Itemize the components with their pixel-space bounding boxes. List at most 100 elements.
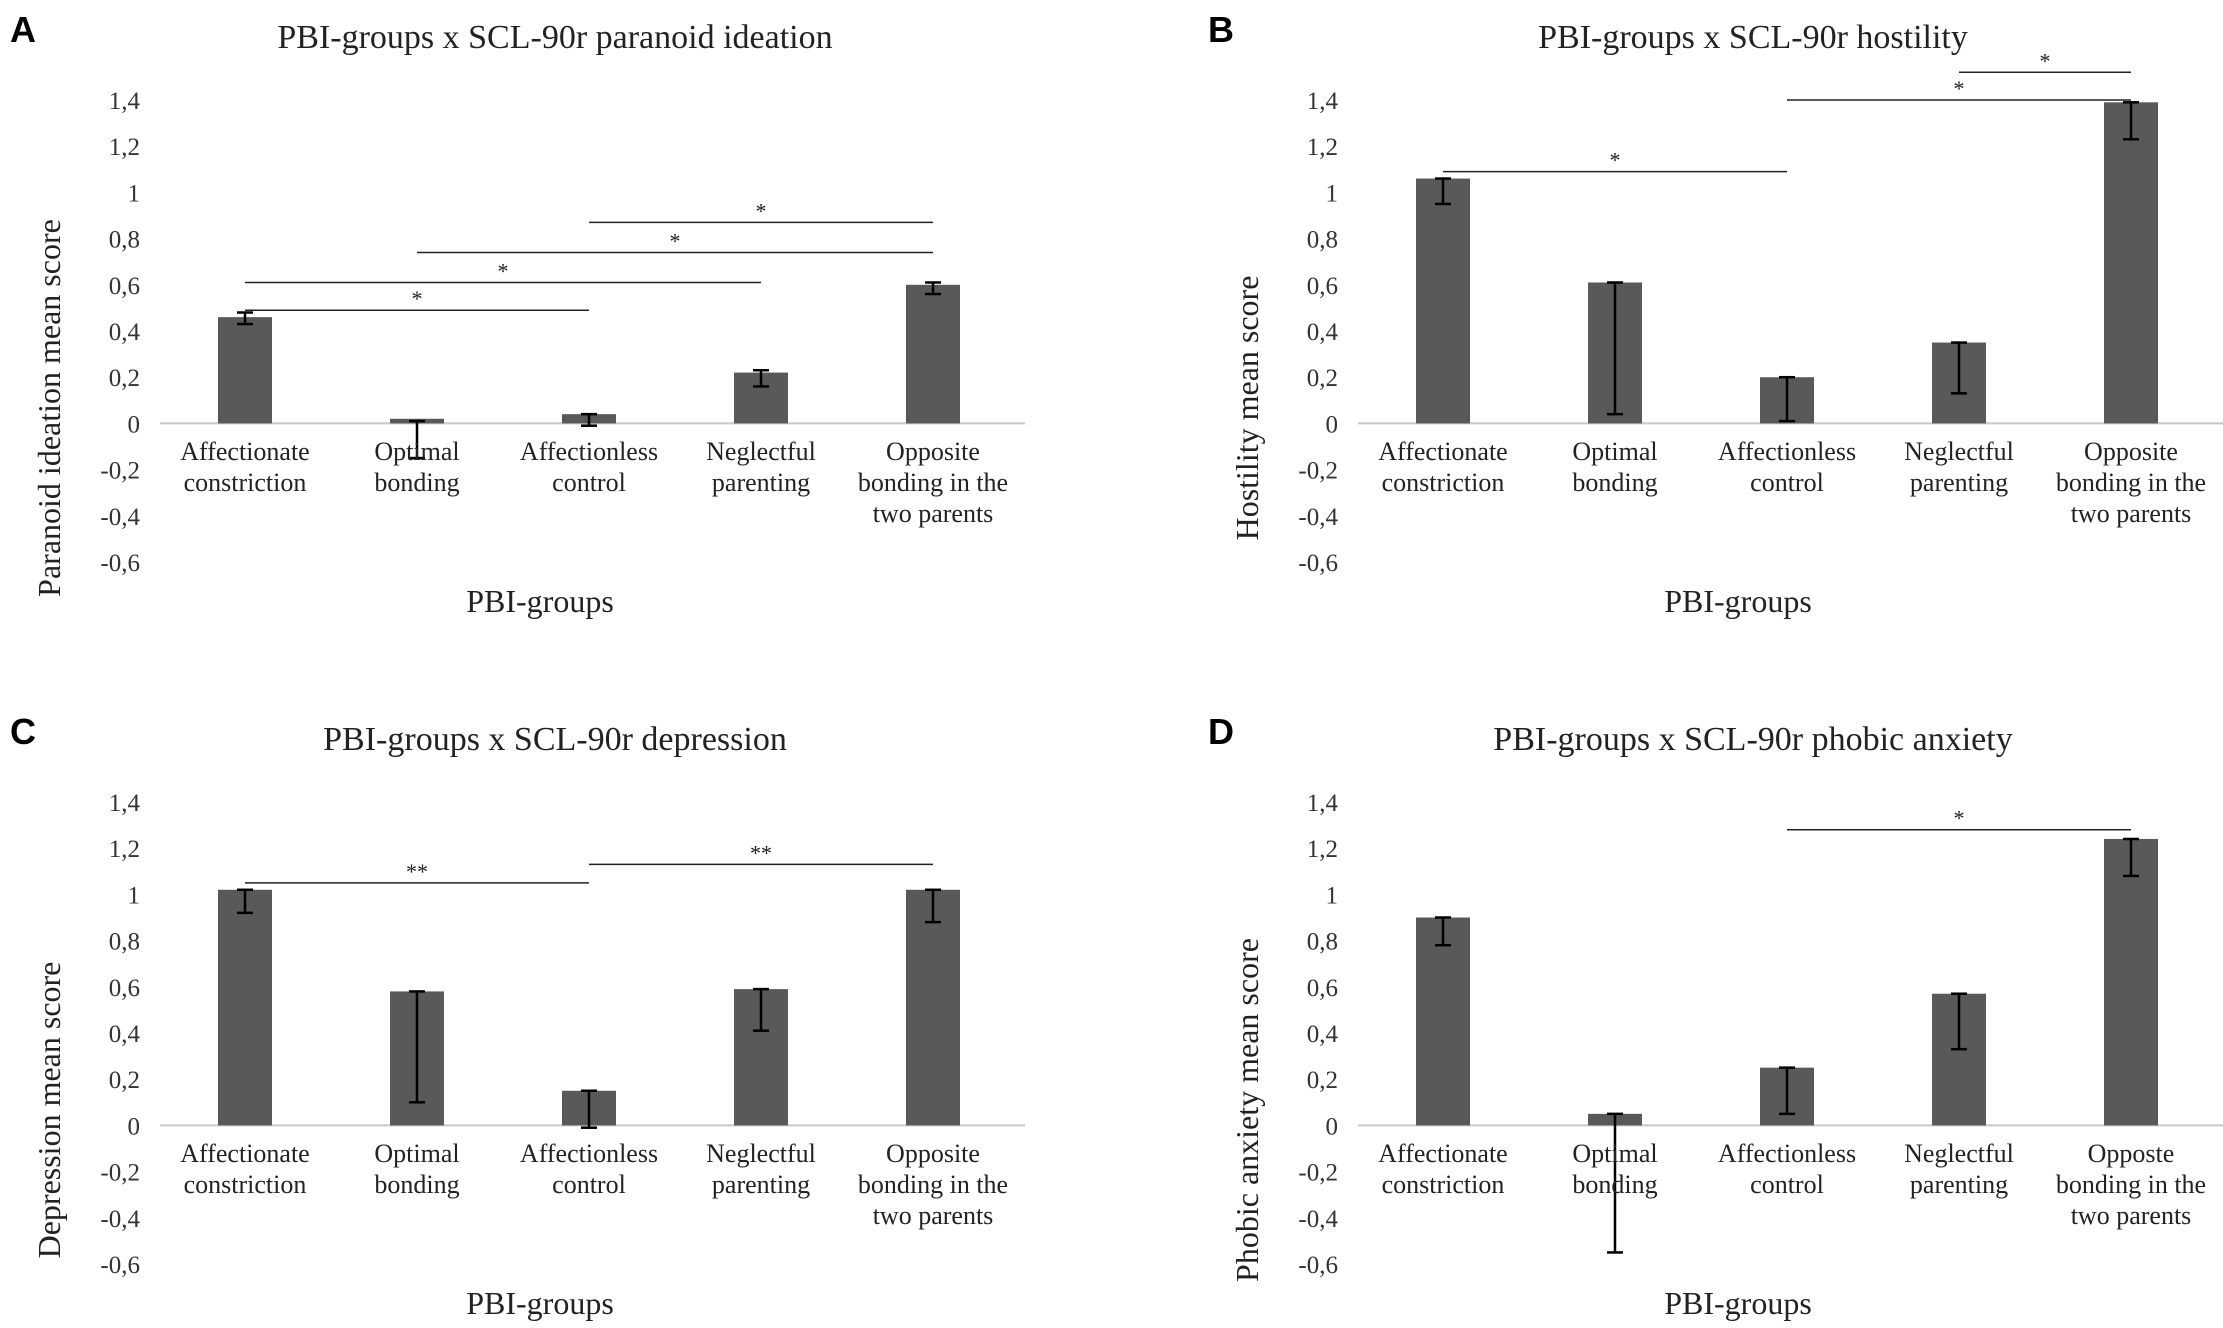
chart-title: PBI-groups x SCL-90r depression — [323, 721, 787, 758]
category-label: Opposte bonding in the two parents — [2056, 1139, 2206, 1230]
y-tick-label: -0,2 — [100, 1160, 140, 1187]
error-bar — [753, 987, 769, 1032]
chart-title: PBI-groups x SCL-90r hostility — [1538, 19, 1968, 56]
y-tick-label: -0,2 — [1298, 458, 1338, 485]
bar — [906, 889, 960, 1126]
chart-title: PBI-groups x SCL-90r phobic anxiety — [1493, 721, 2012, 758]
error-bar — [1607, 281, 1623, 416]
y-tick-label: 0 — [128, 1113, 141, 1140]
y-tick-label: 1 — [128, 180, 141, 207]
x-axis-label: PBI-groups — [466, 583, 614, 619]
significance-marker: * — [412, 286, 423, 311]
panel-d: D PBI-groups x SCL-90r phobic anxiety 1,4 1… — [1208, 711, 2223, 1321]
error-bar — [925, 888, 941, 924]
category-label: Optimal bonding — [1572, 1139, 1657, 1199]
error-bar — [581, 1089, 597, 1129]
x-axis-label: PBI-groups — [466, 1285, 614, 1321]
error-bar — [925, 281, 941, 296]
error-bar — [237, 888, 253, 915]
y-axis-label: Paranoid ideation mean score — [31, 219, 67, 597]
y-tick-label: -0,4 — [100, 504, 140, 531]
y-tick-label: 0,4 — [1307, 1021, 1339, 1048]
significance-marker: * — [2040, 48, 2051, 73]
error-bar — [1779, 1066, 1795, 1116]
y-tick-label: 0,8 — [109, 227, 140, 254]
error-bar — [409, 419, 425, 460]
category-label: Affectionless control — [520, 1139, 658, 1199]
y-tick-label: 1,2 — [1307, 134, 1338, 161]
significance-marker: * — [756, 198, 767, 223]
y-tick-label: 0,8 — [1307, 929, 1338, 956]
significance-marker: * — [670, 228, 681, 253]
y-tick-label: -0,4 — [1298, 504, 1338, 531]
panel-letter: B — [1208, 9, 1234, 50]
bar — [906, 284, 960, 424]
y-tick-label: 1,4 — [1307, 88, 1339, 115]
y-tick-label: 0,4 — [109, 1021, 141, 1048]
category-label: Neglectful parenting — [1904, 1139, 2014, 1199]
category-label: Affectionless control — [1718, 437, 1856, 497]
y-tick-label: 0,4 — [109, 319, 141, 346]
y-tick-label: 1,2 — [1307, 836, 1338, 863]
significance-marker: ** — [406, 859, 428, 884]
y-tick-label: -0,6 — [1298, 550, 1338, 577]
y-tick-label: 1 — [1326, 180, 1339, 207]
y-tick-label: -0,6 — [1298, 1252, 1338, 1279]
error-bar — [237, 311, 253, 326]
category-label: Neglectful parenting — [1904, 437, 2014, 497]
category-label: Optimal bonding — [374, 437, 459, 497]
error-bar — [2123, 101, 2139, 141]
bar — [218, 317, 272, 424]
y-tick-label: -0,6 — [100, 1252, 140, 1279]
category-label: Opposite bonding in the two parents — [858, 1139, 1008, 1230]
significance-marker: * — [1610, 148, 1621, 173]
y-tick-label: 1,2 — [109, 836, 140, 863]
error-bar — [1435, 177, 1451, 206]
error-bar — [753, 369, 769, 388]
y-tick-label: 0,8 — [1307, 227, 1338, 254]
bar — [218, 889, 272, 1126]
y-tick-label: -0,4 — [1298, 1206, 1338, 1233]
y-axis-label: Depression mean score — [31, 962, 67, 1259]
error-bar — [2123, 837, 2139, 878]
error-bar — [1779, 375, 1795, 423]
y-tick-label: 0,6 — [1307, 273, 1338, 300]
y-axis-label: Phobic anxiety mean score — [1229, 938, 1265, 1282]
y-tick-label: -0,6 — [100, 550, 140, 577]
significance-marker: * — [1954, 76, 1965, 101]
error-bar — [581, 412, 597, 427]
chart-title: PBI-groups x SCL-90r paranoid ideation — [277, 19, 832, 56]
y-tick-label: 1,4 — [109, 790, 141, 817]
panel-c: C PBI-groups x SCL-90r depression 1,4 1,2 1 0… — [10, 711, 1025, 1321]
category-label: Affectionate constriction — [1378, 1139, 1507, 1199]
y-tick-label: 1,4 — [109, 88, 141, 115]
category-label: Affectionate constriction — [180, 1139, 309, 1199]
x-axis-label: PBI-groups — [1664, 583, 1812, 619]
category-label: Affectionate constriction — [1378, 437, 1507, 497]
category-label: Neglectful parenting — [706, 437, 816, 497]
y-tick-label: 0,2 — [109, 1067, 140, 1094]
category-label: Opposite bonding in the two parents — [858, 437, 1008, 528]
y-tick-label: 0,2 — [109, 365, 140, 392]
panel-b: B PBI-groups x SCL-90r hostility 1,4 1,2 1 0,… — [1208, 9, 2223, 619]
y-tick-label: 0,2 — [1307, 365, 1338, 392]
error-bar — [1951, 992, 1967, 1051]
panel-letter: D — [1208, 711, 1234, 752]
panel-a: A PBI-groups x SCL-90r paranoid ideation 1… — [10, 9, 1025, 619]
y-tick-label: 0,6 — [1307, 975, 1338, 1002]
error-bar — [409, 990, 425, 1104]
y-tick-label: 0,4 — [1307, 319, 1339, 346]
y-tick-label: 1 — [128, 882, 141, 909]
y-tick-label: 1,4 — [1307, 790, 1339, 817]
category-label: Neglectful parenting — [706, 1139, 816, 1199]
bar — [1416, 178, 1470, 424]
y-tick-label: 0,8 — [109, 929, 140, 956]
panel-letter: A — [10, 9, 36, 50]
category-label: Affectionless control — [520, 437, 658, 497]
significance-marker: ** — [750, 840, 772, 865]
y-tick-label: 0 — [1326, 1113, 1339, 1140]
y-tick-label: 0,6 — [109, 273, 140, 300]
error-bar — [1607, 1112, 1623, 1254]
y-tick-label: 1,2 — [109, 134, 140, 161]
